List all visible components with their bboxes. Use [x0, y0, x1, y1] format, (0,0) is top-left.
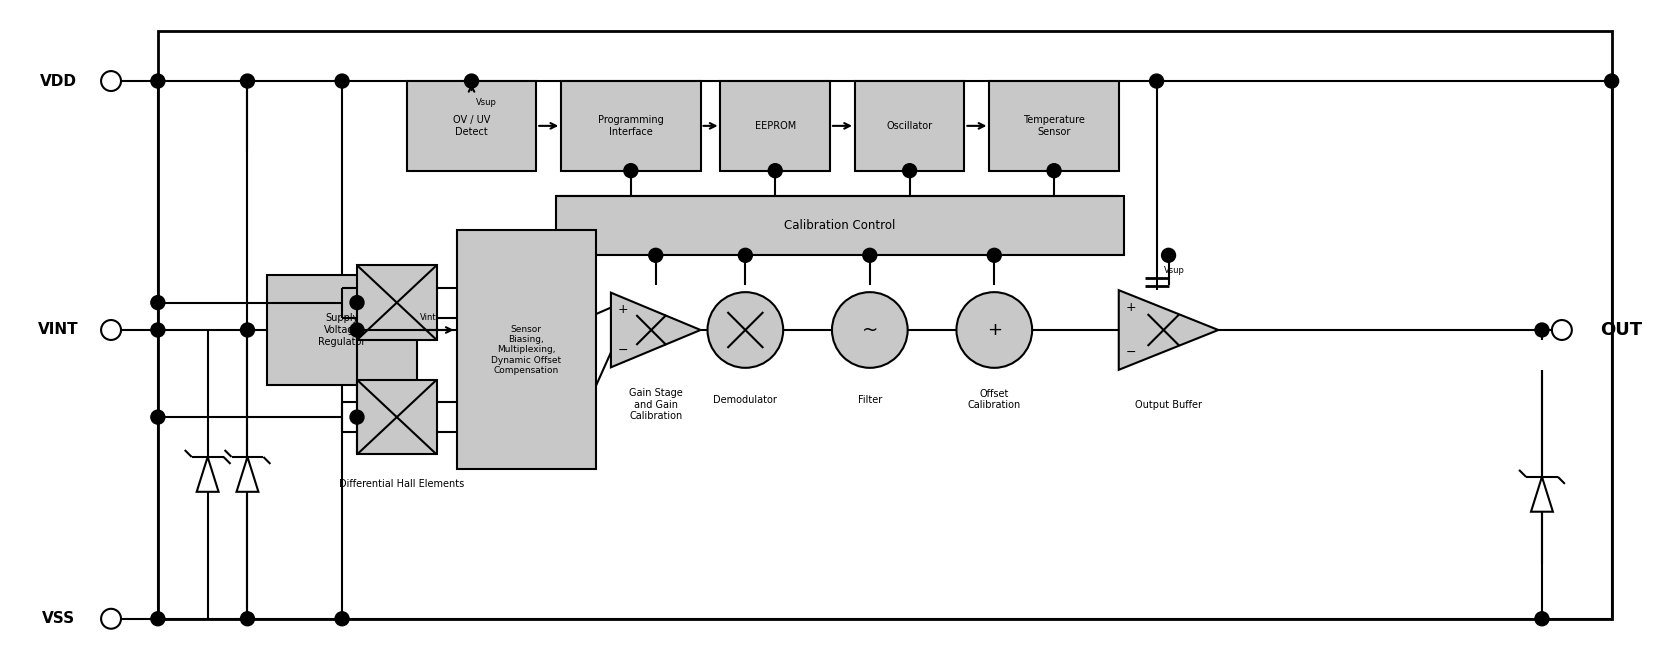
- FancyBboxPatch shape: [457, 231, 596, 470]
- Circle shape: [151, 74, 166, 88]
- Polygon shape: [1531, 477, 1552, 512]
- Circle shape: [240, 323, 255, 337]
- Text: Vsup: Vsup: [477, 98, 496, 107]
- Text: Demodulator: Demodulator: [713, 395, 778, 405]
- Text: Programming
Interface: Programming Interface: [597, 115, 664, 137]
- Circle shape: [151, 323, 166, 337]
- Circle shape: [1162, 248, 1175, 262]
- Text: VSS: VSS: [41, 611, 74, 626]
- Polygon shape: [237, 457, 258, 492]
- Text: Vsup: Vsup: [1163, 266, 1185, 274]
- Circle shape: [351, 295, 364, 310]
- FancyBboxPatch shape: [561, 81, 700, 171]
- Text: VDD: VDD: [40, 73, 76, 88]
- Circle shape: [334, 74, 349, 88]
- Text: Sensor
Biasing,
Multiplexing,
Dynamic Offset
Compensation: Sensor Biasing, Multiplexing, Dynamic Of…: [492, 325, 561, 375]
- Circle shape: [151, 410, 166, 424]
- Circle shape: [101, 608, 121, 629]
- FancyBboxPatch shape: [856, 81, 965, 171]
- Circle shape: [832, 292, 907, 368]
- Text: OV / UV
Detect: OV / UV Detect: [453, 115, 490, 137]
- Text: −: −: [617, 345, 629, 358]
- Circle shape: [101, 71, 121, 91]
- Text: Temperature
Sensor: Temperature Sensor: [1023, 115, 1086, 137]
- FancyBboxPatch shape: [990, 81, 1119, 171]
- Circle shape: [957, 292, 1033, 368]
- Text: Supply
Voltage
Regulator: Supply Voltage Regulator: [318, 313, 366, 346]
- FancyBboxPatch shape: [157, 31, 1612, 619]
- Text: +: +: [1125, 301, 1135, 314]
- Circle shape: [151, 612, 166, 626]
- Circle shape: [240, 74, 255, 88]
- Circle shape: [351, 323, 364, 337]
- Text: −: −: [1125, 346, 1135, 359]
- Polygon shape: [197, 457, 218, 492]
- Polygon shape: [1119, 290, 1218, 370]
- Circle shape: [1534, 323, 1549, 337]
- Text: Gain Stage
and Gain
Calibration: Gain Stage and Gain Calibration: [629, 388, 682, 421]
- Text: EEPROM: EEPROM: [755, 121, 796, 131]
- FancyBboxPatch shape: [357, 380, 437, 455]
- Circle shape: [707, 292, 783, 368]
- Circle shape: [1552, 320, 1572, 340]
- Circle shape: [101, 320, 121, 340]
- Circle shape: [649, 248, 662, 262]
- Circle shape: [738, 248, 753, 262]
- Circle shape: [902, 164, 917, 178]
- Text: Calibration Control: Calibration Control: [784, 219, 895, 232]
- Text: Output Buffer: Output Buffer: [1135, 400, 1202, 409]
- Circle shape: [862, 248, 877, 262]
- FancyBboxPatch shape: [556, 196, 1124, 255]
- Text: Vint: Vint: [420, 312, 437, 322]
- Circle shape: [465, 74, 478, 88]
- Circle shape: [1048, 164, 1061, 178]
- FancyBboxPatch shape: [357, 265, 437, 340]
- Circle shape: [351, 410, 364, 424]
- Circle shape: [1534, 612, 1549, 626]
- Text: VINT: VINT: [38, 322, 78, 337]
- Circle shape: [768, 164, 783, 178]
- Circle shape: [988, 248, 1001, 262]
- FancyBboxPatch shape: [720, 81, 831, 171]
- Text: Differential Hall Elements: Differential Hall Elements: [339, 479, 465, 489]
- Text: OUT: OUT: [1600, 321, 1643, 339]
- Text: Oscillator: Oscillator: [887, 121, 933, 131]
- Circle shape: [1605, 74, 1619, 88]
- FancyBboxPatch shape: [407, 81, 536, 171]
- Polygon shape: [611, 293, 700, 367]
- Text: +: +: [986, 321, 1001, 339]
- Text: Filter: Filter: [857, 395, 882, 405]
- Circle shape: [624, 164, 637, 178]
- Text: +: +: [617, 303, 629, 316]
- Circle shape: [1150, 74, 1163, 88]
- Circle shape: [334, 612, 349, 626]
- Text: ~: ~: [862, 320, 879, 339]
- FancyBboxPatch shape: [268, 275, 417, 384]
- Text: Offset
Calibration: Offset Calibration: [968, 389, 1021, 411]
- Circle shape: [240, 612, 255, 626]
- Circle shape: [151, 295, 166, 310]
